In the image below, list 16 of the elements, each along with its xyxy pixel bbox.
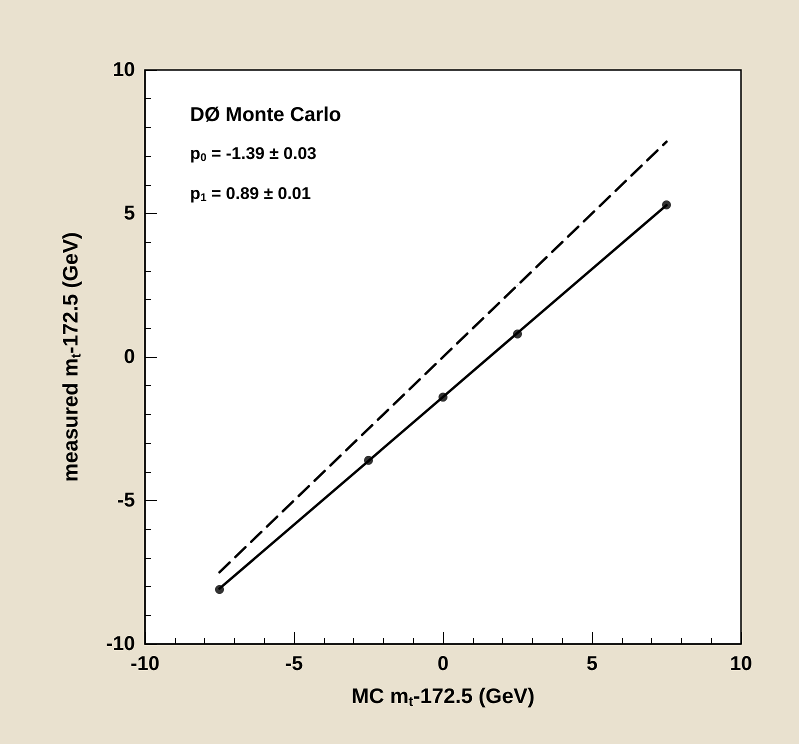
point [215, 584, 224, 594]
point [438, 392, 448, 402]
y-tick-label: 10 [112, 59, 135, 81]
y-axis-title: measured mt-172.5 (GeV) [59, 232, 84, 482]
point [364, 456, 373, 465]
point [662, 200, 671, 210]
annotation: DØ Monte Carlo [190, 104, 342, 126]
x-tick-label: 10 [730, 653, 752, 675]
point [513, 330, 522, 339]
x-tick-label: 5 [586, 653, 598, 675]
y-tick-label: 0 [124, 346, 135, 368]
x-tick-label: 0 [437, 653, 449, 675]
y-tick-label: 5 [124, 202, 135, 224]
y-tick-label: -5 [117, 490, 135, 512]
x-tick-label: -5 [285, 653, 303, 675]
y-tick-label: -10 [106, 633, 135, 655]
